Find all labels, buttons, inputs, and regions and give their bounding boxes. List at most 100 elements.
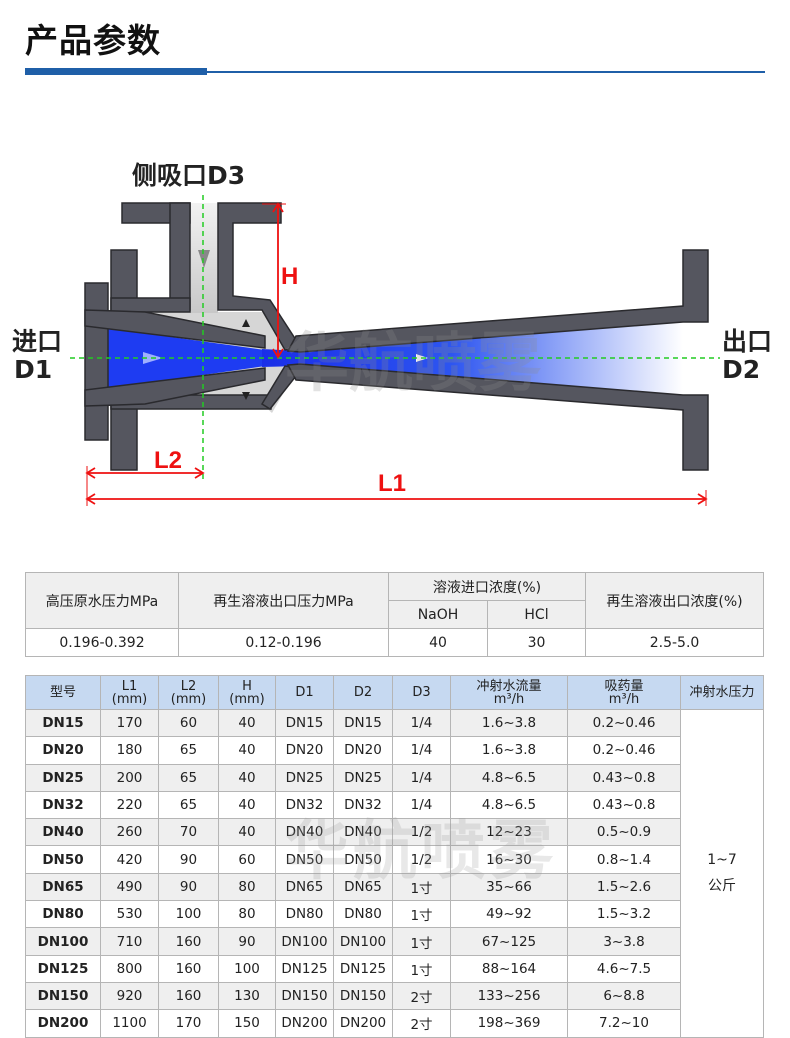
model-cell: DN25 (25, 763, 101, 792)
model-cell: DN100 (25, 927, 101, 956)
table-cell: 40 (218, 790, 276, 820)
table-cell: 65 (158, 736, 219, 765)
table-cell: 220 (100, 790, 159, 820)
table-cell: DN25 (275, 763, 334, 792)
table-cell: 1/4 (392, 708, 451, 738)
table-row: DN100 710 160 90 DN100 DN100 1寸 67~125 3~3.8 (25, 927, 764, 956)
model-cell: DN32 (25, 790, 101, 820)
table-cell: 100 (218, 954, 276, 983)
table-row: DN20 180 65 40 DN20 DN20 1/4 1.6~3.8 0.2~0.46 (25, 736, 764, 765)
dim-l2-label: L2 (154, 447, 182, 474)
table-cell: 80 (218, 900, 276, 929)
column-header-line: m³/h (493, 691, 525, 707)
sub-header-cell: NaOH (388, 600, 488, 629)
column-header-line: (mm) (111, 691, 148, 707)
table-cell: 0.5~0.9 (567, 818, 681, 847)
model-cell: DN125 (25, 954, 101, 983)
table-cell: 1/2 (392, 818, 451, 847)
model-cell: DN50 (25, 845, 101, 874)
dimension-lines (85, 202, 708, 506)
table-cell: DN50 (275, 845, 334, 874)
table-cell: DN80 (275, 900, 334, 929)
table-cell: 4.6~7.5 (567, 954, 681, 983)
table-cell: DN15 (275, 708, 334, 738)
table-cell: 1.6~3.8 (450, 736, 568, 765)
params-table: 高压原水压力MPa 再生溶液出口压力MPa 溶液进口浓度(%) 再生溶液出口浓度… (25, 572, 765, 657)
column-header-line: (mm) (229, 691, 265, 707)
table-cell: DN150 (275, 981, 334, 1011)
table-cell: 133~256 (450, 981, 568, 1011)
watermark: 华航喷雾 (285, 327, 542, 401)
table-cell: 40 (218, 736, 276, 765)
table-cell: DN200 (275, 1009, 334, 1038)
table-cell: 920 (100, 981, 159, 1011)
table-cell: 150 (218, 1009, 276, 1038)
table-cell: 0.2~0.46 (567, 708, 681, 738)
table-cell: 0.8~1.4 (567, 845, 681, 874)
table-cell: 4.8~6.5 (450, 763, 568, 792)
table-cell: 1寸 (392, 954, 451, 983)
inlet-label-1: 进口 (12, 327, 62, 356)
table-cell: 40 (218, 763, 276, 792)
table-cell: DN15 (333, 708, 393, 738)
table-cell: 2.5-5.0 (585, 628, 765, 657)
column-header: 冲射水压力 (680, 675, 764, 710)
table-cell: 200 (100, 763, 159, 792)
table-cell: DN125 (333, 954, 393, 983)
model-cell: DN150 (25, 981, 101, 1011)
table-cell: 710 (100, 927, 159, 956)
column-header-line: 型号 (49, 685, 76, 700)
table-cell: 7.2~10 (567, 1009, 681, 1038)
model-cell: DN15 (25, 708, 101, 738)
table-row: DN200 1100 170 150 DN200 DN200 2寸 198~369 7.2~10 (25, 1009, 764, 1038)
header-cell: 再生溶液出口浓度(%) (585, 572, 765, 629)
table-cell: 2寸 (392, 1009, 451, 1038)
table-cell: DN65 (275, 872, 334, 902)
column-header: 型号 (25, 675, 101, 710)
table-cell: 65 (158, 790, 219, 820)
column-header-line: L1 (121, 678, 138, 694)
suction-arrow-icon (242, 392, 250, 400)
table-cell: 1/2 (392, 845, 451, 874)
table-cell: 90 (158, 872, 219, 902)
pressure-cell: 1~7 公斤 (680, 709, 764, 1038)
table-row: DN15 170 60 40 DN15 DN15 1/4 1.6~3.8 0.2~0.46 1~7… (25, 708, 764, 1038)
page-title: 产品参数 (25, 21, 161, 60)
table-cell: 1100 (100, 1009, 159, 1038)
table-cell: 160 (158, 981, 219, 1011)
table-cell: 170 (100, 708, 159, 738)
table-cell: 0.2~0.46 (567, 736, 681, 765)
column-header-line: 冲射水压力 (689, 685, 755, 700)
model-cell: DN200 (25, 1009, 101, 1038)
table-cell: 0.43~0.8 (567, 790, 681, 820)
table-cell: 170 (158, 1009, 219, 1038)
column-header-line: 吸药量 (604, 678, 644, 694)
outlet-label-2: D2 (722, 355, 760, 384)
table-cell: 260 (100, 818, 159, 847)
table-row: DN80 530 100 80 DN80 DN80 1寸 49~92 1.5~3.2 (25, 900, 764, 929)
table-cell: 90 (218, 927, 276, 956)
table-cell: 90 (158, 845, 219, 874)
model-cell: DN65 (25, 872, 101, 902)
table-cell: DN40 (275, 818, 334, 847)
table-cell: 88~164 (450, 954, 568, 983)
column-header-line: (mm) (170, 691, 207, 707)
outlet-label-1: 出口 (722, 327, 772, 356)
header-cell: 再生溶液出口压力MPa (178, 572, 389, 629)
model-cell: DN20 (25, 736, 101, 765)
table-cell: 49~92 (450, 900, 568, 929)
inlet-label-2: D1 (14, 355, 52, 384)
table-cell: 800 (100, 954, 159, 983)
table-cell: 67~125 (450, 927, 568, 956)
column-header: D2 (333, 675, 393, 710)
table-cell: 1寸 (392, 927, 451, 956)
table-cell: 1/4 (392, 763, 451, 792)
title-divider (25, 71, 765, 73)
inlet-fluid (85, 325, 265, 392)
table-cell: DN50 (333, 845, 393, 874)
table-row: DN65 490 90 80 DN65 DN65 1寸 35~66 1.5~2.6 (25, 872, 764, 902)
table-cell: 160 (158, 927, 219, 956)
table-cell: DN65 (333, 872, 393, 902)
table-cell: 65 (158, 763, 219, 792)
table-row: DN150 920 160 130 DN150 DN150 2寸 133~256 6~8.8 (25, 981, 764, 1011)
